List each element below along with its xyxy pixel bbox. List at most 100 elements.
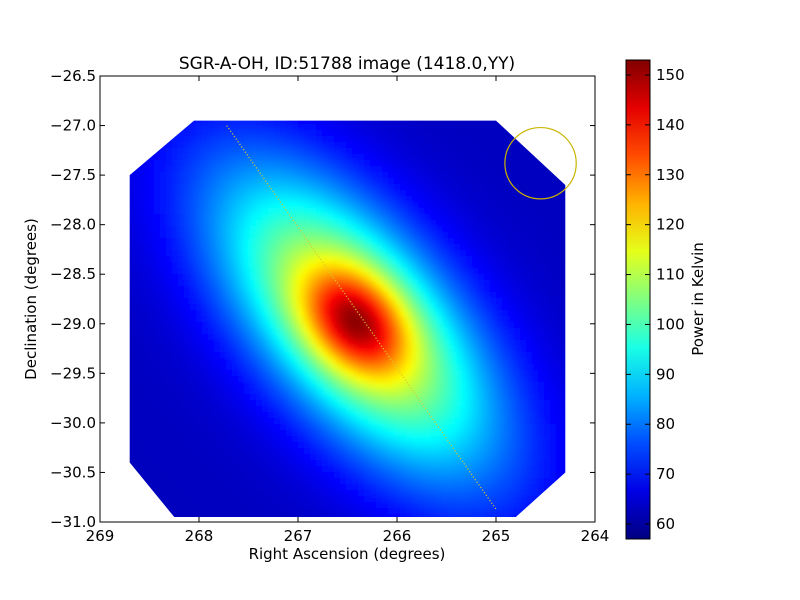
heatmap-cell bbox=[268, 412, 275, 419]
heatmap-cell bbox=[256, 412, 263, 419]
heatmap-cell bbox=[490, 376, 497, 383]
heatmap-cell bbox=[328, 346, 335, 353]
heatmap-cell bbox=[268, 316, 275, 323]
heatmap-cell bbox=[346, 124, 353, 131]
heatmap-cell bbox=[436, 256, 443, 263]
heatmap-cell bbox=[418, 136, 425, 143]
heatmap-cell bbox=[142, 412, 149, 419]
heatmap-cell bbox=[478, 364, 485, 371]
heatmap-cell bbox=[262, 382, 269, 389]
heatmap-cell bbox=[202, 370, 209, 377]
heatmap-cell bbox=[538, 196, 545, 203]
heatmap-cell bbox=[400, 250, 407, 257]
heatmap-cell bbox=[220, 412, 227, 419]
heatmap-cell bbox=[424, 388, 431, 395]
heatmap-cell bbox=[418, 208, 425, 215]
heatmap-cell bbox=[406, 418, 413, 425]
heatmap-cell bbox=[172, 160, 179, 167]
heatmap-cell bbox=[220, 256, 227, 263]
heatmap-cell bbox=[148, 364, 155, 371]
heatmap-cell bbox=[160, 322, 167, 329]
heatmap-cell bbox=[496, 190, 503, 197]
heatmap-cell bbox=[196, 274, 203, 281]
heatmap-cell bbox=[316, 376, 323, 383]
heatmap-cell bbox=[130, 256, 137, 263]
heatmap-cell bbox=[454, 172, 461, 179]
heatmap-cell bbox=[412, 286, 419, 293]
heatmap-cell bbox=[514, 280, 521, 287]
heatmap-cell bbox=[220, 136, 227, 143]
heatmap-cell bbox=[472, 430, 479, 437]
heatmap-cell bbox=[136, 382, 143, 389]
heatmap-cell bbox=[388, 310, 395, 317]
heatmap-cell bbox=[274, 172, 281, 179]
heatmap-cell bbox=[130, 424, 137, 431]
heatmap-cell bbox=[178, 244, 185, 251]
heatmap-cell bbox=[484, 310, 491, 317]
heatmap-cell bbox=[556, 214, 563, 221]
heatmap-cell bbox=[322, 154, 329, 161]
heatmap-cell bbox=[214, 382, 221, 389]
heatmap-cell bbox=[418, 430, 425, 437]
heatmap-cell bbox=[472, 154, 479, 161]
heatmap-cell bbox=[322, 418, 329, 425]
heatmap-cell bbox=[430, 220, 437, 227]
heatmap-cell bbox=[382, 328, 389, 335]
heatmap-cell bbox=[310, 418, 317, 425]
heatmap-cell bbox=[520, 178, 527, 185]
heatmap-cell bbox=[490, 340, 497, 347]
heatmap-cell bbox=[562, 382, 566, 389]
heatmap-cell bbox=[538, 424, 545, 431]
heatmap-cell bbox=[232, 238, 239, 245]
heatmap-cell bbox=[424, 310, 431, 317]
heatmap-cell bbox=[562, 364, 566, 371]
heatmap-cell bbox=[526, 274, 533, 281]
heatmap-cell bbox=[226, 304, 233, 311]
heatmap-cell bbox=[268, 238, 275, 245]
heatmap-cell bbox=[220, 388, 227, 395]
heatmap-cell bbox=[544, 418, 551, 425]
heatmap-cell bbox=[340, 340, 347, 347]
heatmap-cell bbox=[256, 166, 263, 173]
heatmap-cell bbox=[382, 208, 389, 215]
heatmap-cell bbox=[184, 370, 191, 377]
heatmap-cell bbox=[250, 166, 257, 173]
heatmap-cell bbox=[472, 184, 479, 191]
heatmap-cell bbox=[370, 148, 377, 155]
heatmap-cell bbox=[532, 268, 539, 275]
heatmap-cell bbox=[358, 136, 365, 143]
heatmap-cell bbox=[202, 322, 209, 329]
heatmap-cell bbox=[490, 178, 497, 185]
heatmap-cell bbox=[190, 220, 197, 227]
heatmap-cell bbox=[532, 340, 539, 347]
heatmap-cell bbox=[142, 208, 149, 215]
heatmap-cell bbox=[214, 364, 221, 371]
heatmap-cell bbox=[250, 430, 257, 437]
heatmap-cell bbox=[358, 370, 365, 377]
heatmap-cell bbox=[262, 184, 269, 191]
heatmap-cell bbox=[502, 220, 509, 227]
heatmap-cell bbox=[220, 352, 227, 359]
heatmap-cell bbox=[532, 172, 539, 179]
heatmap-cell bbox=[442, 124, 449, 131]
heatmap-cell bbox=[412, 190, 419, 197]
heatmap-cell bbox=[310, 388, 317, 395]
heatmap-cell bbox=[178, 136, 185, 143]
heatmap-cell bbox=[274, 256, 281, 263]
heatmap-cell bbox=[556, 226, 563, 233]
heatmap-cell bbox=[178, 352, 185, 359]
heatmap-cell bbox=[160, 388, 167, 395]
heatmap-cell bbox=[154, 376, 161, 383]
heatmap-cell bbox=[466, 388, 473, 395]
heatmap-cell bbox=[274, 298, 281, 305]
heatmap-cell bbox=[226, 226, 233, 233]
heatmap-cell bbox=[550, 256, 557, 263]
heatmap-cell bbox=[448, 304, 455, 311]
heatmap-cell bbox=[256, 382, 263, 389]
heatmap-cell bbox=[304, 184, 311, 191]
heatmap-cell bbox=[496, 286, 503, 293]
heatmap-cell bbox=[544, 340, 551, 347]
heatmap-cell bbox=[202, 148, 209, 155]
heatmap-cell bbox=[340, 208, 347, 215]
heatmap-cell bbox=[454, 400, 461, 407]
